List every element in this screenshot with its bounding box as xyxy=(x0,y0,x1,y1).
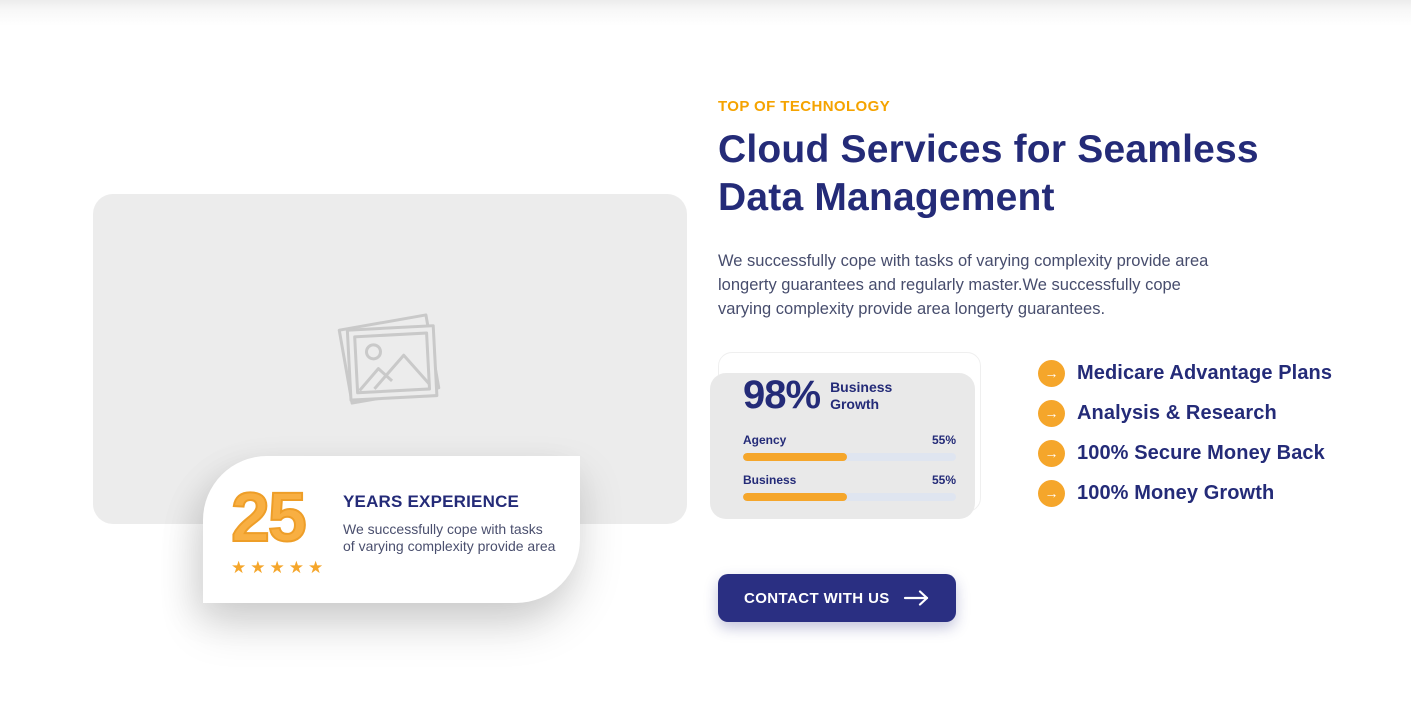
progress-label: Agency xyxy=(743,433,787,447)
arrow-circle-icon: → xyxy=(1038,399,1065,427)
experience-card: 25 ★★★★★ YEARS EXPERIENCE We successfull… xyxy=(203,456,580,603)
top-divider xyxy=(0,0,1411,26)
contact-button[interactable]: CONTACT WITH US xyxy=(718,574,956,622)
progress-fill xyxy=(743,493,848,501)
feature-item: → 100% Secure Money Back xyxy=(1038,433,1332,473)
business-growth-card: 98% Business Growth Agency 55% Business … xyxy=(710,352,981,519)
feature-item: → 100% Money Growth xyxy=(1038,473,1332,513)
feature-label: Medicare Advantage Plans xyxy=(1077,361,1333,384)
section-eyebrow: TOP OF TECHNOLOGY xyxy=(718,98,891,115)
contact-button-label: CONTACT WITH US xyxy=(744,589,890,607)
feature-label: 100% Secure Money Back xyxy=(1077,441,1325,464)
progress-row: Agency 55% xyxy=(743,433,956,461)
progress-value: 55% xyxy=(931,473,956,487)
feature-label: Analysis & Research xyxy=(1077,401,1277,424)
arrow-circle-icon: → xyxy=(1038,359,1065,387)
progress-bars: Agency 55% Business 55% xyxy=(743,433,956,501)
progress-label: Business xyxy=(743,473,797,487)
image-placeholder-icon xyxy=(337,313,441,405)
page-title: Cloud Services for Seamless Data Manageme… xyxy=(718,128,1259,219)
experience-title: YEARS EXPERIENCE xyxy=(343,492,520,511)
progress-track xyxy=(743,453,956,461)
growth-percent: 98% xyxy=(743,373,821,417)
arrow-circle-icon: → xyxy=(1038,439,1065,467)
progress-row: Business 55% xyxy=(743,473,956,501)
progress-track xyxy=(743,493,956,501)
growth-label: Business Growth xyxy=(830,378,893,412)
feature-list: → Medicare Advantage Plans → Analysis & … xyxy=(1038,353,1332,513)
arrow-circle-icon: → xyxy=(1038,479,1065,507)
section-description: We successfully cope with tasks of varyi… xyxy=(718,252,1209,318)
experience-number: 25 xyxy=(230,478,308,556)
experience-text: We successfully cope with tasks of varyi… xyxy=(343,521,556,554)
progress-value: 55% xyxy=(931,433,956,447)
feature-label: 100% Money Growth xyxy=(1077,481,1275,504)
feature-item: → Analysis & Research xyxy=(1038,393,1332,433)
feature-item: → Medicare Advantage Plans xyxy=(1038,353,1332,393)
progress-fill xyxy=(743,453,848,461)
arrow-right-icon xyxy=(903,590,928,606)
star-rating: ★★★★★ xyxy=(231,558,328,577)
